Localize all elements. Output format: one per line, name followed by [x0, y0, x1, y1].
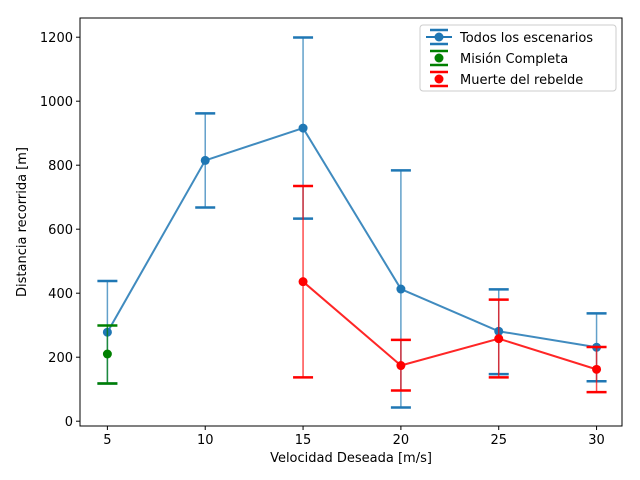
x-axis: 5 10 15 20 25 30 [103, 426, 605, 448]
x-tick-label: 10 [197, 433, 214, 448]
data-point-todos [200, 155, 210, 165]
y-tick-label: 400 [48, 287, 73, 302]
data-point-todos [298, 123, 308, 133]
x-tick-label: 30 [588, 433, 605, 448]
x-tick-label: 20 [393, 433, 410, 448]
data-point-muerte [592, 364, 602, 374]
legend-marker-mision [434, 53, 444, 63]
data-point-muerte [396, 361, 406, 371]
series-line-todos [106, 126, 597, 349]
y-tick-label: 600 [48, 223, 73, 238]
series-line-muerte [302, 280, 597, 371]
data-point-mision [102, 349, 112, 359]
data-point-todos [396, 284, 406, 294]
plot-frame [79, 17, 623, 427]
y-axis: 0 200 400 600 800 1000 1200 [40, 31, 80, 430]
legend-label-muerte: Muerte del rebelde [460, 73, 583, 88]
y-axis-label: Distancia recorrida [m] [15, 147, 30, 297]
y-tick-label: 800 [48, 159, 73, 174]
legend-marker-muerte [434, 74, 444, 84]
y-tick-label: 1200 [40, 31, 73, 46]
data-point-muerte [298, 277, 308, 287]
x-tick-label: 25 [490, 433, 507, 448]
data-point-muerte [494, 334, 504, 344]
legend-label-todos: Todos los escenarios [459, 31, 593, 46]
legend-marker-todos [434, 32, 444, 42]
x-tick-label: 5 [103, 433, 111, 448]
x-tick-label: 15 [295, 433, 312, 448]
x-axis-label: Velocidad Deseada [m/s] [270, 451, 432, 466]
legend: Todos los escenarios Misión Completa Mue… [419, 24, 617, 92]
plot-marks [97, 36, 607, 409]
y-tick-label: 200 [48, 351, 73, 366]
y-tick-label: 0 [65, 415, 73, 430]
legend-label-mision: Misión Completa [460, 52, 568, 67]
legend-box [419, 24, 617, 92]
y-tick-label: 1000 [40, 95, 73, 110]
